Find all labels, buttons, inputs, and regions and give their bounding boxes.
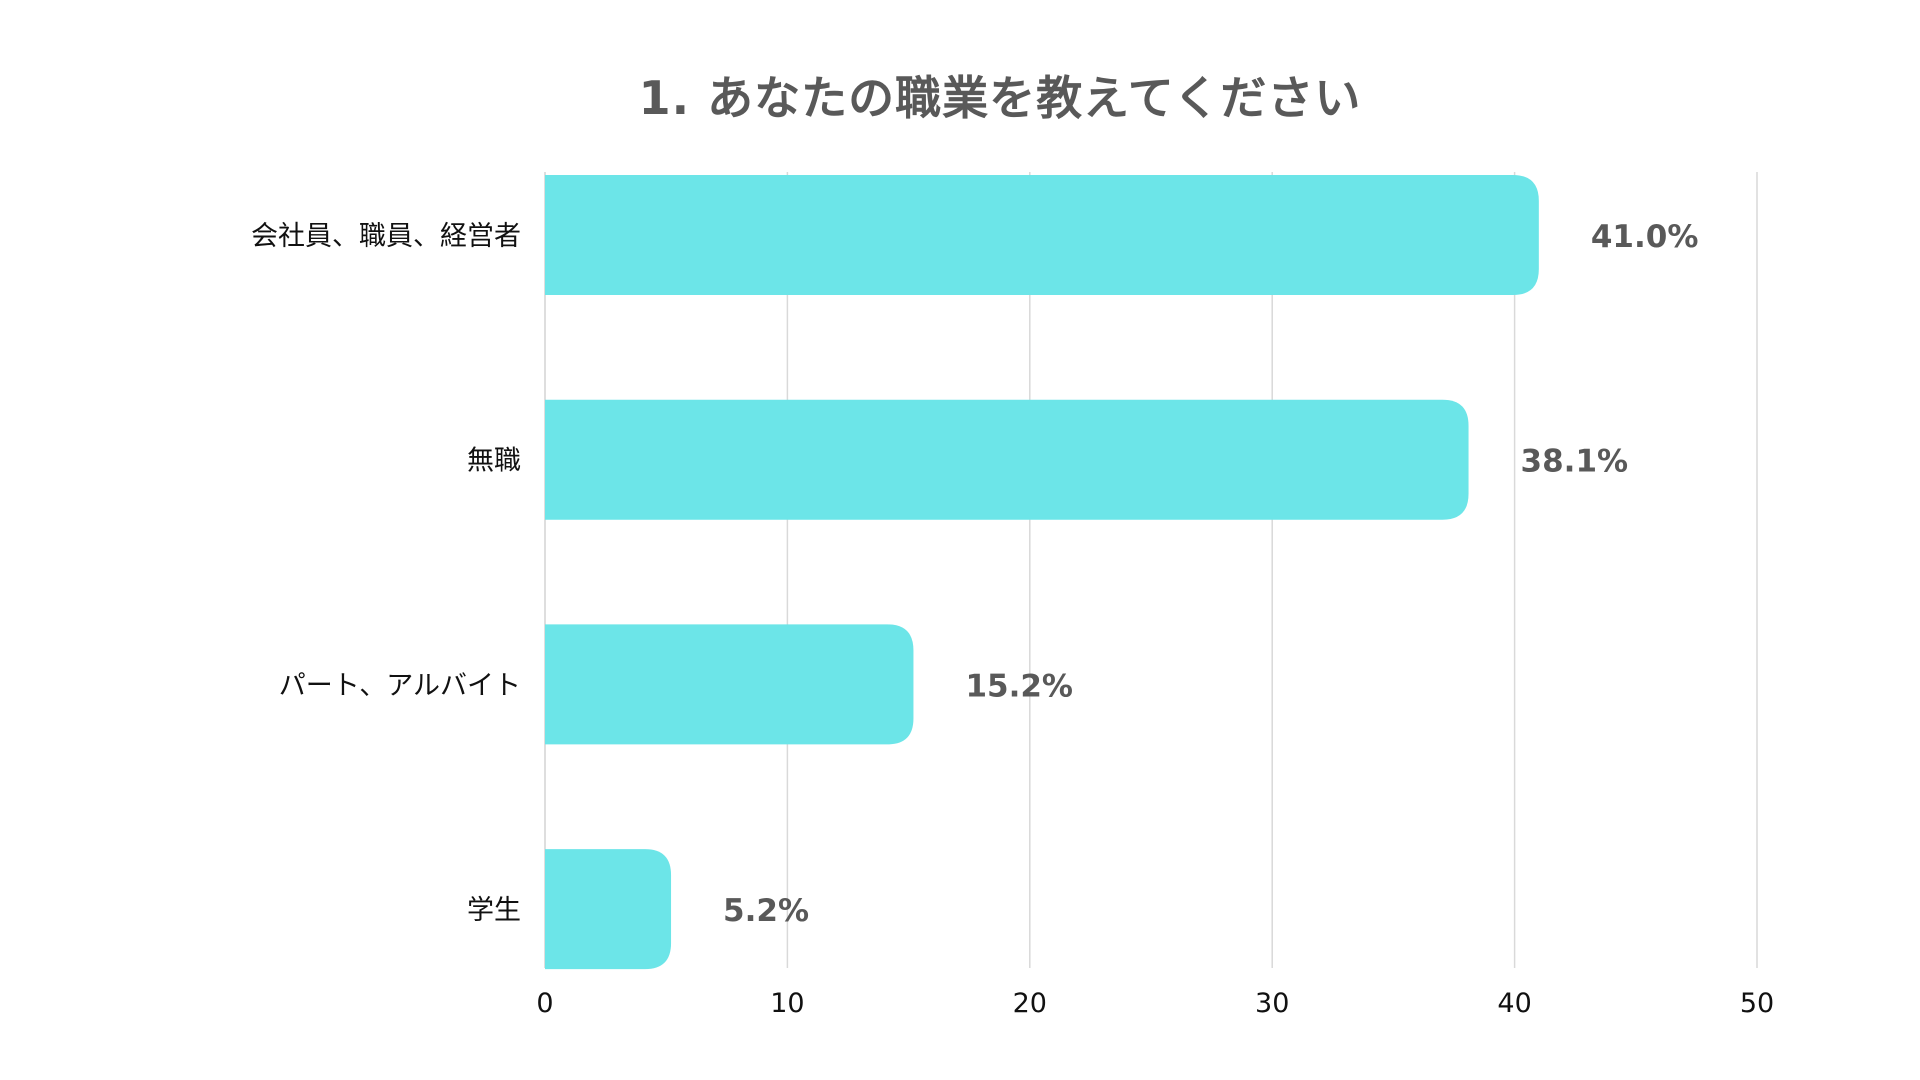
category-label-3: 学生 [467, 895, 521, 926]
x-tick-label-40: 40 [1497, 988, 1531, 1019]
bars [545, 175, 1539, 970]
labels: 0 10 20 30 40 50 会社員、職員、経営者 41.0% 無職 38.1% パート、アルバ… [251, 219, 1774, 1019]
category-label-0: 会社員、職員、経営者 [251, 221, 521, 252]
bar-0 [545, 175, 1539, 295]
x-tick-label-50: 50 [1740, 988, 1774, 1019]
bar-3 [545, 849, 672, 970]
x-tick-label-10: 10 [770, 988, 804, 1019]
bar-2 [545, 624, 914, 745]
category-label-2: パート、アルバイト [279, 670, 521, 701]
x-tick-label-20: 20 [1013, 988, 1047, 1019]
bar-1 [545, 399, 1469, 520]
category-label-1: 無職 [467, 446, 521, 477]
chart-title: 1. あなたの職業を教えてください [638, 71, 1362, 125]
data-label-1: 38.1% [1521, 444, 1629, 480]
x-tick-label-0: 0 [536, 988, 553, 1019]
data-label-2: 15.2% [965, 668, 1073, 704]
data-label-0: 41.0% [1591, 219, 1699, 255]
x-tick-label-30: 30 [1255, 988, 1289, 1019]
gridlines [544, 172, 1758, 968]
data-label-3: 5.2% [723, 893, 809, 929]
